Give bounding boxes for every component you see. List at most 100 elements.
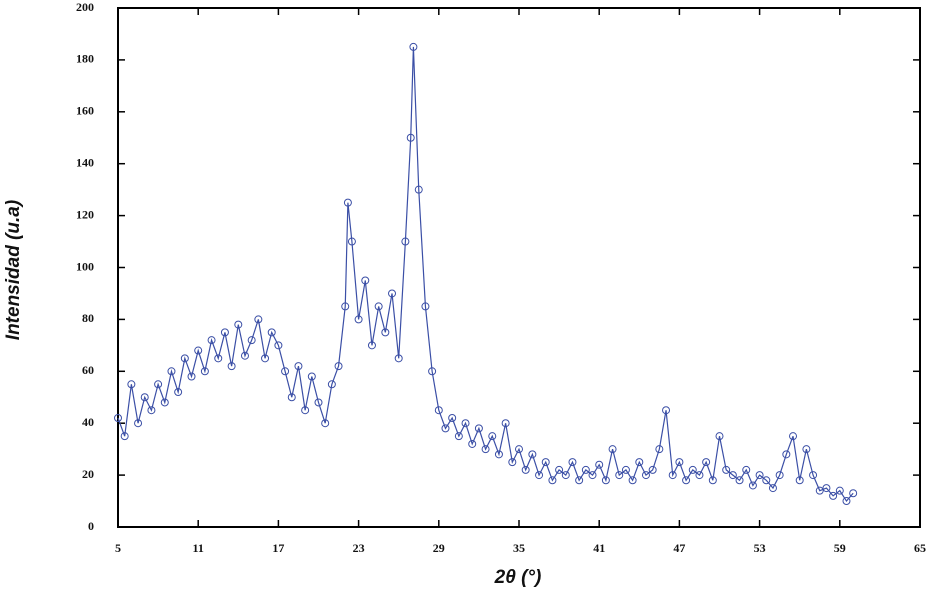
data-point (555, 465, 564, 474)
data-point (281, 367, 290, 376)
y-tick-label: 200 (76, 0, 94, 14)
x-tick-label: 47 (673, 541, 685, 555)
data-point (361, 276, 370, 285)
data-point (501, 419, 510, 428)
data-point (160, 398, 169, 407)
data-point (508, 458, 517, 467)
data-point (454, 432, 463, 441)
data-point (428, 367, 437, 376)
data-point (468, 439, 477, 448)
data-point (695, 471, 704, 480)
x-axis-title: 2θ (°) (494, 567, 542, 588)
data-point (120, 432, 129, 441)
data-point (394, 354, 403, 363)
data-point (668, 471, 677, 480)
data-point (140, 393, 149, 402)
data-point (343, 198, 352, 207)
data-point (775, 471, 784, 480)
data-point (815, 486, 824, 495)
y-tick-label: 60 (82, 363, 94, 377)
data-point (809, 471, 818, 480)
data-point (301, 406, 310, 415)
data-point (535, 471, 544, 480)
data-point (174, 388, 183, 397)
data-point (341, 302, 350, 311)
data-point (648, 465, 657, 474)
data-point (227, 362, 236, 371)
data-point (354, 315, 363, 324)
x-tick-label: 65 (914, 541, 926, 555)
data-point (515, 445, 523, 454)
x-tick-label: 35 (513, 541, 525, 555)
data-point (147, 406, 156, 415)
data-point (180, 354, 189, 363)
data-point (521, 465, 530, 474)
data-point (708, 476, 717, 485)
data-point (294, 362, 303, 371)
data-point (822, 484, 831, 493)
data-point (682, 476, 691, 485)
data-point (768, 484, 777, 493)
data-point (688, 465, 697, 474)
data-point (541, 458, 550, 467)
data-point (374, 302, 383, 311)
data-point (441, 424, 450, 433)
data-point (114, 414, 122, 423)
data-point (568, 458, 577, 467)
x-tick-label: 23 (353, 541, 365, 555)
data-point (702, 458, 711, 467)
x-tick-label: 11 (193, 541, 204, 555)
data-point (214, 354, 223, 363)
data-point (421, 302, 430, 311)
data-point (167, 367, 176, 376)
y-axis-title: Intensidad (u.a) (3, 200, 24, 340)
data-point (608, 445, 617, 454)
data-point (628, 476, 637, 485)
data-point (748, 481, 757, 490)
x-tick-label: 41 (593, 541, 605, 555)
data-point (367, 341, 376, 350)
x-tick-label: 59 (834, 541, 846, 555)
data-point (581, 465, 590, 474)
data-point (588, 471, 597, 480)
data-point (254, 315, 263, 324)
y-tick-label: 100 (76, 259, 94, 273)
data-point (474, 424, 483, 433)
data-point (561, 471, 570, 480)
data-point (735, 476, 744, 485)
data-point (601, 476, 610, 485)
data-point (261, 354, 270, 363)
data-point (207, 336, 216, 345)
data-point (187, 372, 196, 381)
data-point (641, 471, 650, 480)
data-point (782, 450, 791, 459)
data-point (347, 237, 356, 246)
data-point (621, 465, 630, 474)
data-point (742, 465, 751, 474)
data-point (528, 450, 537, 459)
data-point (247, 336, 256, 345)
data-point (494, 450, 503, 459)
data-point (722, 465, 731, 474)
data-point (835, 486, 844, 495)
data-point (461, 419, 470, 428)
data-point (434, 406, 443, 415)
y-tick-label: 20 (82, 467, 94, 481)
data-point (267, 328, 276, 337)
x-tick-label: 17 (272, 541, 284, 555)
x-tick-label: 53 (754, 541, 766, 555)
data-point (481, 445, 490, 454)
data-point (448, 414, 457, 423)
data-point (321, 419, 330, 428)
data-point (127, 380, 136, 389)
data-point (655, 445, 664, 454)
data-point (334, 362, 343, 371)
data-point (220, 328, 229, 337)
data-point (662, 406, 671, 415)
data-point (409, 42, 418, 51)
data-point (406, 133, 415, 142)
y-tick-label: 180 (76, 52, 94, 66)
data-point (314, 398, 323, 407)
